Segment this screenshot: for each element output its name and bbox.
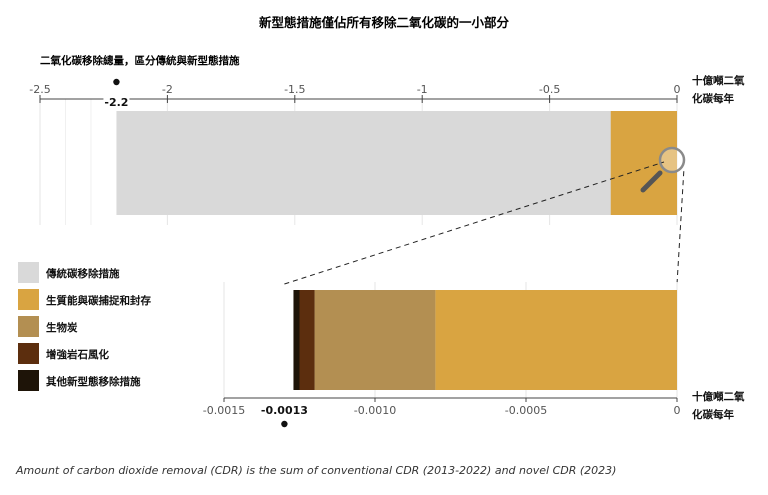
legend-label-biochar: 生物炭 [46, 321, 78, 334]
zoom-bars [293, 290, 677, 390]
main-highlight-label-bg [103, 96, 130, 110]
main-tick-label-0: -2.5 [29, 83, 50, 96]
main-axis: -2.5 -2 -1.5 -1 -0.5 0 -2.2 [29, 78, 681, 110]
main-tick-label-4: -0.5 [539, 83, 560, 96]
zoom-axis: -0.0015 -0.0010 -0.0005 0 -0.0013 [203, 397, 681, 428]
zoom-bar-beccs [435, 290, 677, 390]
main-highlight-dot [113, 78, 120, 86]
legend-swatch-other [18, 370, 39, 391]
legend-label-other: 其他新型態移除措施 [46, 375, 141, 388]
legend-swatch-conventional [18, 262, 39, 283]
main-bars [116, 111, 677, 215]
legend-swatch-beccs [18, 289, 39, 310]
zoom-highlight-dot [281, 420, 288, 428]
zoom-highlight-label-bg [262, 402, 307, 417]
legend-swatch-weathering [18, 343, 39, 364]
zoom-connector-right [676, 167, 685, 285]
zoom-connector-left [284, 161, 665, 285]
main-bar-conventional [116, 111, 677, 215]
legend-label-weathering: 增強岩石風化 [46, 348, 109, 361]
main-unit-label-line2: 化碳每年 [692, 92, 734, 105]
chart-subtitle: 二氧化碳移除總量，區分傳統與新型態措施 [40, 54, 240, 67]
legend-label-conventional: 傳統碳移除措施 [45, 267, 120, 280]
main-tick-label-1: -2 [162, 83, 173, 96]
main-tick-label-5: 0 [674, 83, 681, 96]
zoom-tick-label-3: 0 [674, 404, 681, 417]
main-highlight-label: -2.2 [104, 96, 128, 109]
main-bar-novel-sliver [610, 111, 677, 215]
main-unit-label-line1: 十億噸二氧 [692, 74, 745, 87]
magnifier-icon [640, 146, 686, 193]
zoom-highlight-label: -0.0013 [261, 404, 308, 417]
zoom-bar-other [293, 290, 300, 390]
zoom-bar-weathering [299, 290, 315, 390]
zoom-tick-label-2: -0.0005 [505, 404, 547, 417]
zoom-tick-label-1: -0.0010 [354, 404, 396, 417]
main-tick-label-3: -1 [417, 83, 428, 96]
zoom-tick-label-0: -0.0015 [203, 404, 245, 417]
main-tick-label-2: -1.5 [284, 83, 305, 96]
zoom-unit-label-line1: 十億噸二氧 [692, 390, 745, 403]
chart-title: 新型態措施僅佔所有移除二氧化碳的一小部分 [259, 15, 510, 30]
zoom-unit-label-line2: 化碳每年 [692, 408, 734, 421]
chart-caption: Amount of carbon dioxide removal (CDR) i… [15, 464, 616, 477]
legend-swatch-biochar [18, 316, 39, 337]
legend-label-beccs: 生質能與碳捕捉和封存 [46, 294, 151, 307]
zoom-bar-biochar [314, 290, 436, 390]
